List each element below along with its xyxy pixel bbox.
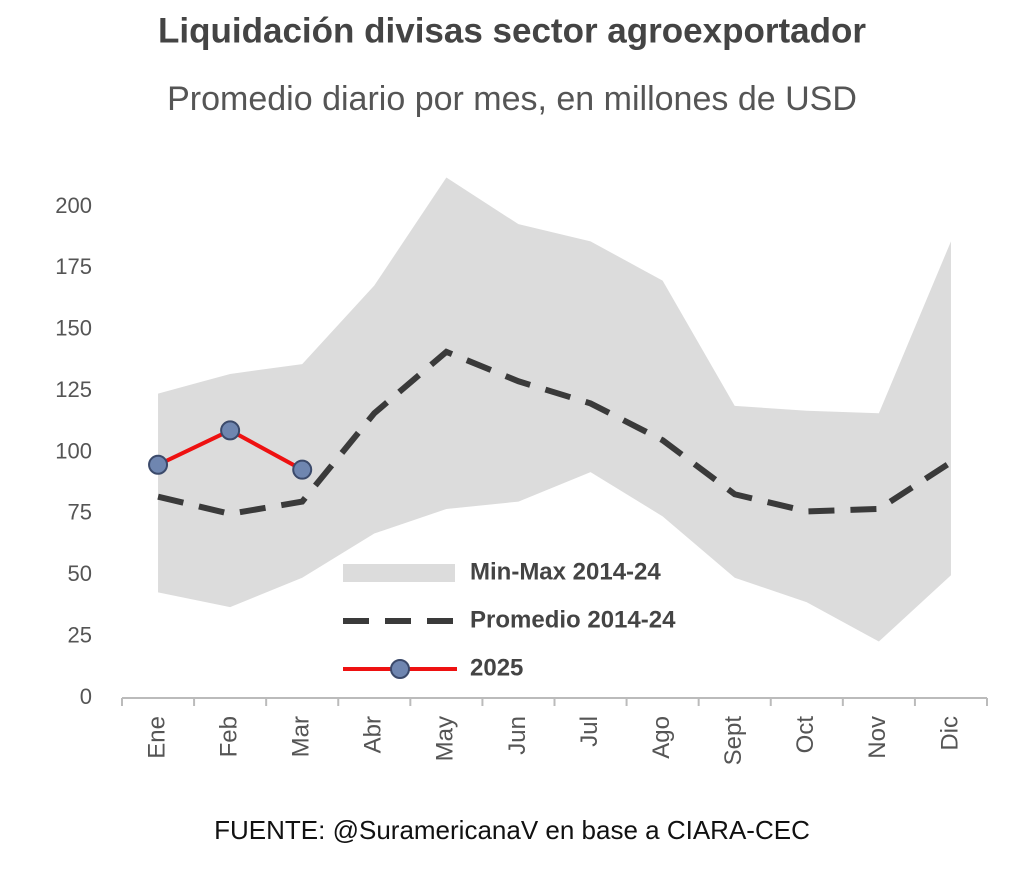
chart-subtitle: Promedio diario por mes, en millones de … [167, 80, 857, 118]
y-tick-label: 25 [68, 622, 92, 647]
x-tick-label: Jun [504, 716, 531, 755]
legend-label: Promedio 2014-24 [470, 606, 676, 633]
x-tick-label: Jul [576, 716, 603, 747]
x-tick-label: May [432, 716, 459, 761]
x-tick-label: Nov [864, 716, 891, 759]
y-tick-label: 125 [55, 377, 92, 402]
y-tick-label: 150 [55, 316, 92, 341]
x-tick-label: Oct [792, 716, 819, 754]
min-max-band [158, 177, 951, 642]
y-tick-label: 200 [55, 193, 92, 218]
x-tick-label: Mar [288, 716, 315, 757]
x-tick-label: Ene [143, 716, 170, 759]
y-tick-label: 100 [55, 438, 92, 463]
y-tick-label: 0 [80, 684, 92, 709]
source-note: FUENTE: @SuramericanaV en base a CIARA-C… [214, 815, 810, 845]
legend-label: Min-Max 2014-24 [470, 558, 661, 585]
y-tick-label: 75 [68, 500, 92, 525]
series-line [157, 348, 953, 517]
x-tick-label: Abr [360, 716, 387, 753]
chart-title: Liquidación divisas sector agroexportado… [158, 11, 866, 50]
x-tick-label: Dic [936, 716, 963, 751]
y-tick-label: 50 [68, 561, 92, 586]
x-tick-label: Sept [720, 716, 747, 766]
x-tick-label: Ago [648, 716, 675, 759]
series-marker [292, 459, 313, 480]
legend-label: 2025 [470, 654, 523, 681]
series-marker [148, 454, 169, 475]
legend-marker [390, 659, 410, 679]
legend-swatch [343, 564, 455, 582]
x-tick-label: Feb [215, 716, 242, 757]
series-marker [220, 420, 241, 441]
y-tick-label: 175 [55, 254, 92, 279]
